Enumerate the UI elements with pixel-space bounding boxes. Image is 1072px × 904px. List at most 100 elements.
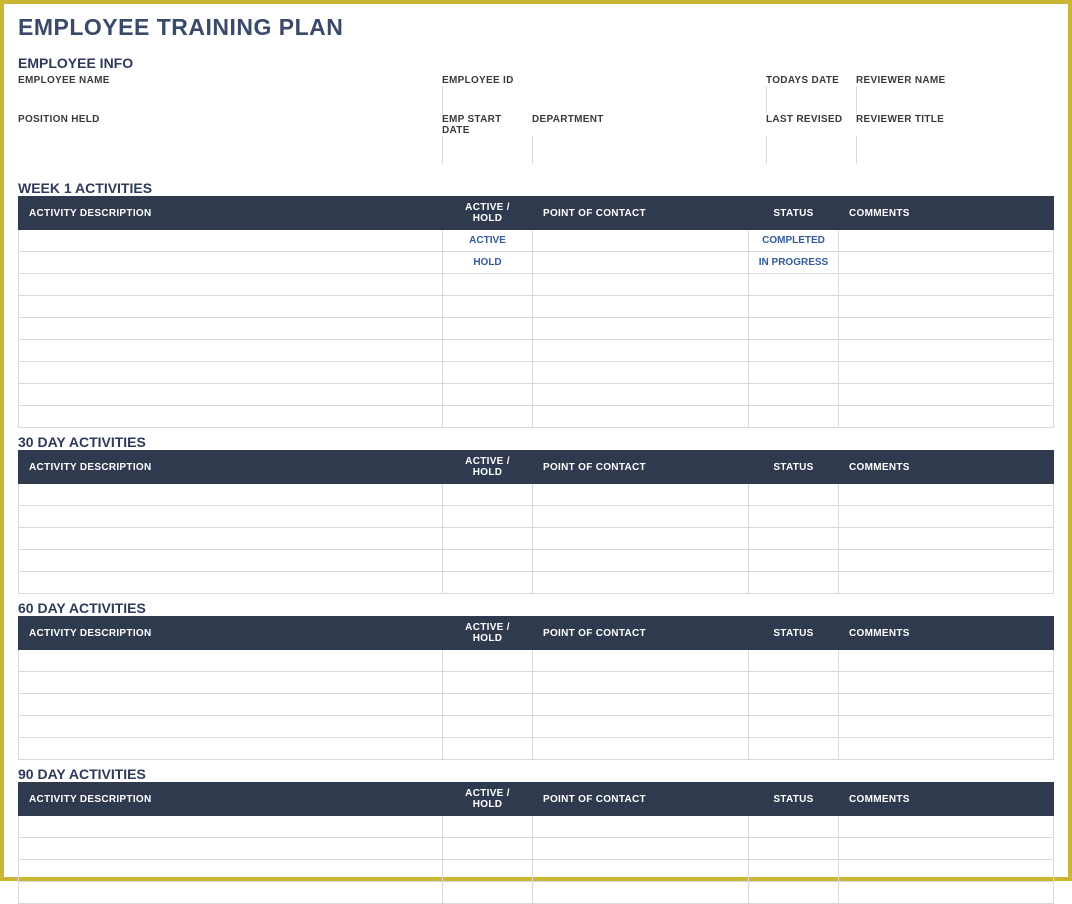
table-cell[interactable] bbox=[443, 738, 533, 760]
table-cell[interactable] bbox=[839, 484, 1054, 506]
table-cell[interactable] bbox=[533, 882, 749, 904]
table-cell[interactable]: COMPLETED bbox=[749, 230, 839, 252]
table-cell[interactable] bbox=[839, 340, 1054, 362]
table-cell[interactable] bbox=[533, 672, 749, 694]
table-cell[interactable] bbox=[749, 296, 839, 318]
table-cell[interactable] bbox=[19, 650, 443, 672]
table-cell[interactable] bbox=[533, 384, 749, 406]
table-cell[interactable] bbox=[19, 838, 443, 860]
table-cell[interactable] bbox=[749, 650, 839, 672]
table-cell[interactable] bbox=[533, 484, 749, 506]
table-cell[interactable] bbox=[533, 528, 749, 550]
table-cell[interactable] bbox=[839, 252, 1054, 274]
table-cell[interactable] bbox=[749, 318, 839, 340]
table-cell[interactable] bbox=[443, 882, 533, 904]
table-cell[interactable] bbox=[749, 406, 839, 428]
table-cell[interactable] bbox=[533, 716, 749, 738]
table-cell[interactable] bbox=[749, 384, 839, 406]
table-cell[interactable] bbox=[19, 230, 443, 252]
table-cell[interactable] bbox=[533, 406, 749, 428]
value-reviewer-name[interactable] bbox=[856, 86, 1054, 114]
table-cell[interactable] bbox=[839, 650, 1054, 672]
table-cell[interactable] bbox=[19, 362, 443, 384]
table-cell[interactable] bbox=[19, 716, 443, 738]
table-cell[interactable] bbox=[749, 816, 839, 838]
table-cell[interactable] bbox=[749, 672, 839, 694]
table-cell[interactable] bbox=[443, 550, 533, 572]
table-cell[interactable] bbox=[839, 362, 1054, 384]
table-cell[interactable] bbox=[19, 550, 443, 572]
table-cell[interactable] bbox=[19, 860, 443, 882]
table-cell[interactable] bbox=[443, 340, 533, 362]
table-cell[interactable] bbox=[533, 860, 749, 882]
value-reviewer-title[interactable] bbox=[856, 136, 1054, 164]
table-cell[interactable] bbox=[19, 506, 443, 528]
table-cell[interactable] bbox=[839, 296, 1054, 318]
table-cell[interactable] bbox=[19, 296, 443, 318]
table-cell[interactable] bbox=[19, 484, 443, 506]
table-cell[interactable] bbox=[443, 506, 533, 528]
value-department[interactable] bbox=[532, 136, 766, 164]
table-cell[interactable] bbox=[839, 816, 1054, 838]
table-cell[interactable] bbox=[749, 362, 839, 384]
table-cell[interactable] bbox=[839, 672, 1054, 694]
table-cell[interactable] bbox=[443, 384, 533, 406]
table-cell[interactable] bbox=[443, 816, 533, 838]
table-cell[interactable] bbox=[19, 340, 443, 362]
table-cell[interactable] bbox=[533, 506, 749, 528]
table-cell[interactable] bbox=[19, 252, 443, 274]
table-cell[interactable]: IN PROGRESS bbox=[749, 252, 839, 274]
table-cell[interactable] bbox=[839, 694, 1054, 716]
table-cell[interactable] bbox=[749, 506, 839, 528]
table-cell[interactable] bbox=[749, 838, 839, 860]
value-emp-start-date[interactable] bbox=[442, 136, 532, 164]
table-cell[interactable] bbox=[19, 694, 443, 716]
table-cell[interactable] bbox=[533, 252, 749, 274]
table-cell[interactable] bbox=[839, 550, 1054, 572]
table-cell[interactable] bbox=[839, 716, 1054, 738]
table-cell[interactable] bbox=[443, 296, 533, 318]
table-cell[interactable] bbox=[749, 694, 839, 716]
table-cell[interactable] bbox=[749, 572, 839, 594]
table-cell[interactable] bbox=[533, 230, 749, 252]
value-position-held[interactable] bbox=[18, 136, 442, 164]
table-cell[interactable] bbox=[839, 318, 1054, 340]
table-cell[interactable] bbox=[533, 362, 749, 384]
table-cell[interactable] bbox=[749, 882, 839, 904]
table-cell[interactable] bbox=[443, 716, 533, 738]
table-cell[interactable] bbox=[443, 528, 533, 550]
table-cell[interactable] bbox=[533, 694, 749, 716]
table-cell[interactable] bbox=[839, 572, 1054, 594]
table-cell[interactable] bbox=[443, 694, 533, 716]
value-todays-date[interactable] bbox=[766, 86, 856, 114]
table-cell[interactable] bbox=[443, 572, 533, 594]
table-cell[interactable] bbox=[19, 274, 443, 296]
table-cell[interactable] bbox=[443, 838, 533, 860]
table-cell[interactable] bbox=[443, 362, 533, 384]
table-cell[interactable] bbox=[19, 528, 443, 550]
table-cell[interactable] bbox=[533, 816, 749, 838]
table-cell[interactable] bbox=[839, 406, 1054, 428]
table-cell[interactable] bbox=[19, 882, 443, 904]
table-cell[interactable] bbox=[19, 738, 443, 760]
table-cell[interactable] bbox=[533, 318, 749, 340]
table-cell[interactable] bbox=[443, 650, 533, 672]
table-cell[interactable] bbox=[443, 484, 533, 506]
table-cell[interactable] bbox=[533, 340, 749, 362]
table-cell[interactable] bbox=[443, 406, 533, 428]
table-cell[interactable] bbox=[19, 318, 443, 340]
table-cell[interactable] bbox=[749, 860, 839, 882]
value-employee-id[interactable] bbox=[442, 86, 766, 114]
table-cell[interactable] bbox=[749, 716, 839, 738]
table-cell[interactable] bbox=[839, 528, 1054, 550]
table-cell[interactable] bbox=[839, 738, 1054, 760]
table-cell[interactable] bbox=[19, 672, 443, 694]
table-cell[interactable] bbox=[749, 274, 839, 296]
table-cell[interactable] bbox=[749, 484, 839, 506]
table-cell[interactable] bbox=[839, 230, 1054, 252]
table-cell[interactable] bbox=[839, 274, 1054, 296]
table-cell[interactable] bbox=[749, 738, 839, 760]
value-last-revised[interactable] bbox=[766, 136, 856, 164]
table-cell[interactable] bbox=[749, 340, 839, 362]
table-cell[interactable] bbox=[839, 384, 1054, 406]
